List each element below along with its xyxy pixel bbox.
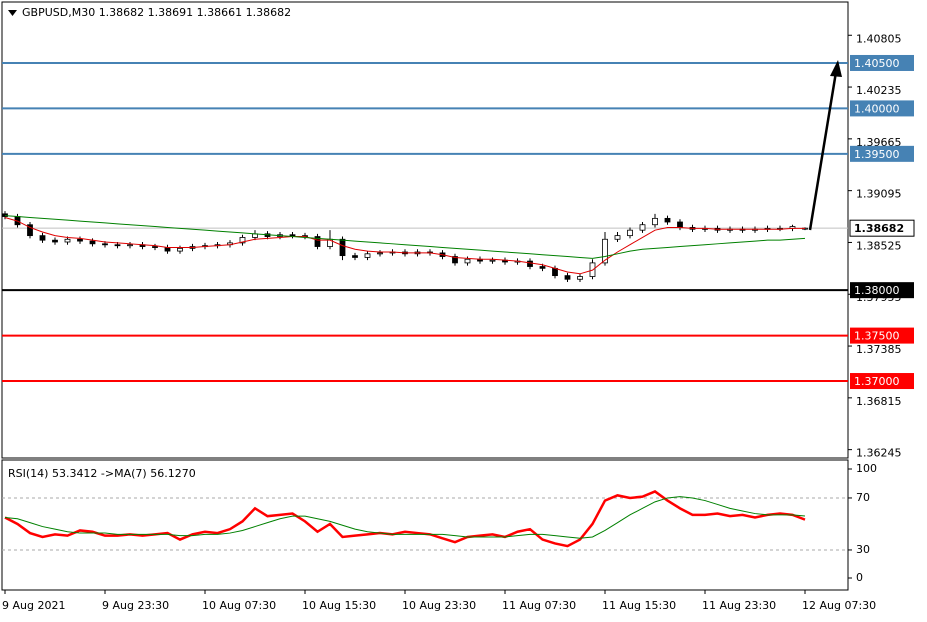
x-tick-label: 12 Aug 07:30 xyxy=(802,599,876,612)
candle-body xyxy=(114,244,121,247)
candle-body xyxy=(527,260,533,267)
candle-body xyxy=(164,247,171,252)
level-label: 1.40000 xyxy=(854,102,900,115)
candle-body xyxy=(39,235,46,241)
moving-average xyxy=(4,215,806,259)
candle-body xyxy=(489,259,496,262)
candle-body xyxy=(652,217,658,226)
x-tick-label: 11 Aug 07:30 xyxy=(502,599,576,612)
y-tick-label: 1.37385 xyxy=(856,343,902,356)
level-label-box xyxy=(850,373,914,390)
menu-triangle xyxy=(8,10,17,16)
level-label-box xyxy=(850,327,914,344)
level-label: 1.39500 xyxy=(854,148,900,161)
candle-body xyxy=(602,238,608,264)
candle-body xyxy=(77,238,83,242)
current-price-box xyxy=(849,219,915,237)
candle-body xyxy=(377,252,383,255)
y-tick-label: 0 xyxy=(856,571,863,584)
candle-body xyxy=(364,253,371,258)
level-label: 1.40500 xyxy=(854,57,900,70)
plot-layer: 1.408051.402351.396651.390951.385251.379… xyxy=(2,32,915,612)
x-tick-label: 9 Aug 2021 xyxy=(2,599,65,612)
candle-body xyxy=(552,267,558,277)
level-label-box xyxy=(850,54,914,71)
candle-body xyxy=(102,243,108,246)
x-tick-label: 10 Aug 23:30 xyxy=(402,599,476,612)
level-label: 1.38000 xyxy=(854,284,900,297)
rsi-panel xyxy=(1,459,849,591)
candle-body xyxy=(464,258,471,264)
candle-body xyxy=(177,247,183,252)
candle-body xyxy=(52,239,58,243)
x-tick-label: 9 Aug 23:30 xyxy=(102,599,169,612)
candle-body xyxy=(677,221,683,228)
level-label-box xyxy=(850,100,914,117)
y-tick-label: 70 xyxy=(856,491,870,504)
y-tick-label: 1.39095 xyxy=(856,188,902,201)
level-label: 1.37500 xyxy=(854,330,900,343)
level-label: 1.37000 xyxy=(854,375,900,388)
level-label-box xyxy=(850,145,914,162)
y-tick-label: 1.39665 xyxy=(856,136,902,149)
y-tick-label: 1.38525 xyxy=(856,239,902,252)
y-tick-label: 1.40235 xyxy=(856,84,902,97)
rsi-title: RSI(14) 53.3412 ->MA(7) 56.1270 xyxy=(8,467,196,480)
candle-body xyxy=(127,244,133,247)
arrow xyxy=(808,71,838,231)
candle-body xyxy=(639,224,646,231)
candle-body xyxy=(89,240,96,245)
x-tick-label: 11 Aug 15:30 xyxy=(602,599,676,612)
candle-body xyxy=(2,213,8,217)
y-tick-label: 30 xyxy=(856,543,870,556)
rsi-line xyxy=(4,496,806,539)
arrow-head xyxy=(830,60,842,77)
chart-title: GBPUSD,M30 1.38682 1.38691 1.38661 1.386… xyxy=(22,6,291,19)
y-tick-label: 100 xyxy=(856,462,877,475)
candle-body xyxy=(614,235,621,240)
level-label-box xyxy=(850,282,914,299)
candle-body xyxy=(664,217,671,223)
x-tick-label: 10 Aug 07:30 xyxy=(202,599,276,612)
candle-body xyxy=(239,237,246,244)
candle-body xyxy=(339,238,346,257)
candle-body xyxy=(152,246,158,248)
rsi-line xyxy=(4,490,806,548)
current-price-label: 1.38682 xyxy=(854,222,904,235)
candle-body xyxy=(64,238,71,243)
y-tick-label: 1.36245 xyxy=(856,447,902,460)
x-tick-label: 11 Aug 23:30 xyxy=(702,599,776,612)
candle-body xyxy=(577,276,583,280)
y-tick-label: 1.40805 xyxy=(856,32,902,45)
candle-body xyxy=(539,266,546,269)
x-tick-label: 10 Aug 15:30 xyxy=(302,599,376,612)
candle-body xyxy=(289,234,296,237)
candle-body xyxy=(27,224,33,237)
moving-average xyxy=(4,216,805,275)
y-tick-label: 1.36815 xyxy=(856,395,902,408)
price-panel xyxy=(1,1,849,459)
candle-body xyxy=(352,255,358,258)
candle-body xyxy=(627,229,633,237)
candle-body xyxy=(314,236,321,247)
candle-body xyxy=(452,256,458,264)
candle-body xyxy=(564,275,571,280)
